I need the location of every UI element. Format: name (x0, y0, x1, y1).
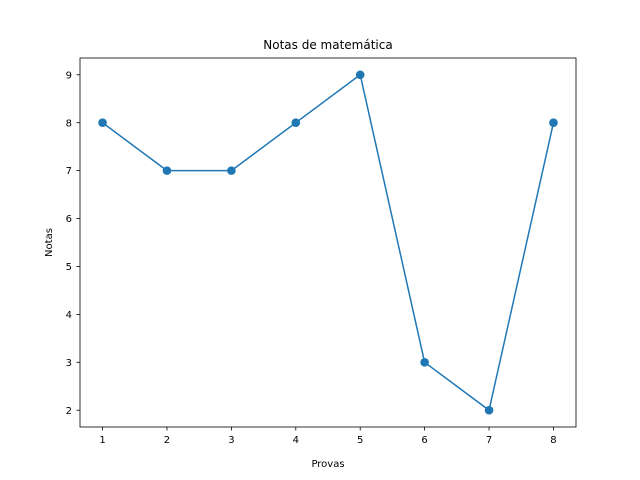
x-tick-label: 5 (357, 435, 363, 446)
x-tick-label: 1 (99, 435, 105, 446)
y-tick-label: 7 (66, 166, 72, 177)
data-point (98, 118, 107, 127)
x-tick-label: 4 (293, 435, 299, 446)
x-tick-label: 7 (486, 435, 492, 446)
data-point (355, 70, 365, 80)
data-point (420, 358, 429, 367)
data-point (162, 166, 172, 175)
y-tick-label: 8 (66, 118, 72, 129)
plot-area: 1 2 3 4 5 6 7 8 2 3 4 5 6 7 8 9 (66, 57, 577, 446)
data-point (227, 166, 236, 175)
series-layer (98, 70, 558, 415)
series-line (102, 74, 555, 411)
chart-title: Notas de matemática (263, 38, 392, 52)
data-point (549, 118, 558, 127)
x-tick-label: 3 (228, 435, 234, 446)
y-axis-label: Notas (44, 228, 55, 257)
axes-frame (79, 57, 577, 428)
y-tick-label: 9 (66, 70, 72, 81)
y-tick-label: 6 (66, 214, 72, 225)
y-tick-label: 2 (66, 406, 72, 417)
data-point (484, 405, 494, 415)
x-axis-ticks: 1 2 3 4 5 6 7 8 (99, 427, 557, 446)
y-axis-ticks: 2 3 4 5 6 7 8 9 (66, 70, 80, 417)
y-tick-label: 4 (66, 310, 72, 321)
x-tick-label: 6 (421, 435, 427, 446)
y-tick-label: 5 (66, 262, 72, 273)
data-point (291, 118, 301, 127)
x-tick-label: 8 (550, 435, 556, 446)
y-tick-label: 3 (66, 358, 72, 369)
x-tick-label: 2 (164, 435, 170, 446)
x-axis-label: Provas (311, 459, 344, 470)
